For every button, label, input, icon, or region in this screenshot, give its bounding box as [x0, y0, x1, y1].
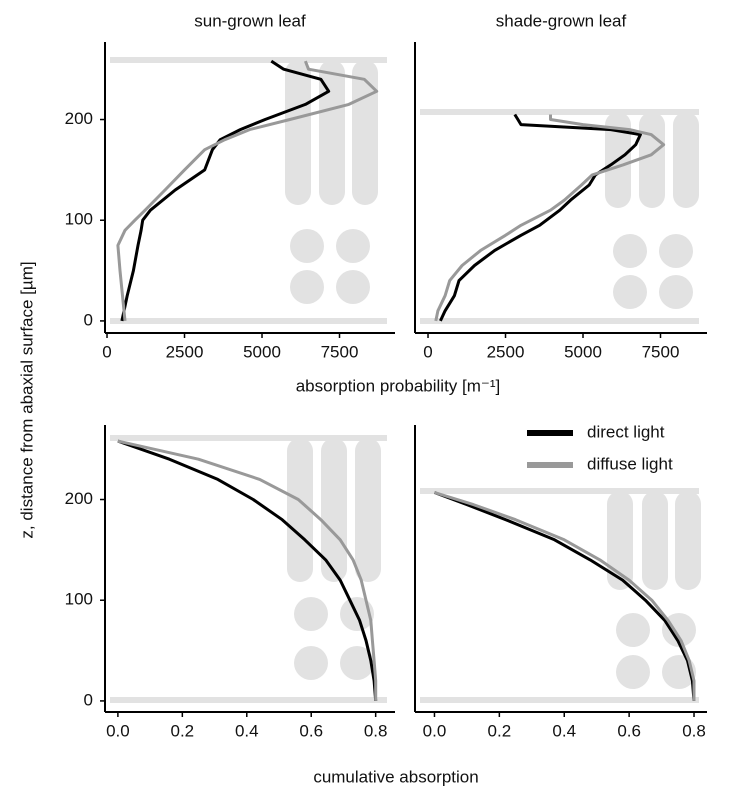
spongy-cell: [290, 229, 324, 263]
x-tick-label: 0: [423, 342, 432, 361]
spongy-cell: [336, 229, 370, 263]
x-tick-label: 0.8: [682, 721, 706, 740]
x-axis-label: cumulative absorption: [313, 767, 478, 786]
palisade-cell: [321, 438, 347, 582]
spongy-cell: [294, 646, 328, 680]
palisade-cell: [607, 491, 633, 590]
palisade-cell: [355, 438, 381, 582]
y-axis-label: z, distance from abaxial surface [µm]: [17, 261, 36, 538]
data-line: [120, 59, 331, 322]
x-tick-label: 0.2: [488, 721, 512, 740]
leaf-surface: [420, 697, 699, 703]
leaf-surface: [110, 318, 387, 324]
leaf-surface: [420, 488, 699, 494]
palisade-cell: [673, 112, 699, 208]
palisade-cell: [287, 438, 313, 582]
palisade-cell: [639, 112, 665, 208]
x-tick-label: 2500: [166, 342, 204, 361]
leaf-surface: [420, 318, 699, 324]
data-line: [434, 114, 666, 322]
legend-label: direct light: [587, 422, 665, 441]
x-tick-label: 5000: [243, 342, 281, 361]
spongy-cell: [659, 275, 693, 309]
spongy-cell: [290, 270, 324, 304]
spongy-cell: [613, 275, 647, 309]
x-tick-label: 0.8: [364, 721, 388, 740]
x-tick-label: 7500: [642, 342, 680, 361]
spongy-cell: [616, 613, 650, 647]
y-tick-label: 0: [84, 310, 93, 329]
x-tick-label: 0.6: [617, 721, 641, 740]
data-line: [434, 491, 696, 701]
data-line: [117, 439, 378, 702]
legend-label: diffuse light: [587, 454, 673, 473]
leaf-surface: [110, 697, 387, 703]
x-tick-label: 7500: [321, 342, 359, 361]
spongy-cell: [340, 646, 374, 680]
leaf-surface: [110, 57, 387, 63]
spongy-cell: [616, 655, 650, 689]
spongy-cell: [336, 270, 370, 304]
palisade-cell: [285, 60, 311, 205]
x-tick-label: 0.0: [423, 721, 447, 740]
spongy-cell: [613, 234, 647, 268]
y-tick-label: 200: [65, 489, 93, 508]
panel-title: sun-grown leaf: [194, 11, 306, 30]
leaf-surface: [110, 435, 387, 441]
data-line: [433, 491, 696, 702]
x-tick-label: 0.2: [171, 721, 195, 740]
x-tick-label: 5000: [564, 342, 602, 361]
leaf-surface: [420, 109, 699, 115]
palisade-cell: [642, 491, 668, 590]
x-tick-label: 0.0: [106, 721, 130, 740]
palisade-cell: [352, 60, 378, 205]
data-line: [439, 113, 642, 322]
y-tick-label: 200: [65, 109, 93, 128]
palisade-cell: [319, 60, 345, 205]
x-axis-label: absorption probability [m⁻¹]: [296, 376, 501, 395]
x-tick-label: 0.4: [552, 721, 576, 740]
x-tick-label: 0: [102, 342, 111, 361]
y-tick-label: 0: [84, 690, 93, 709]
x-tick-label: 0.6: [299, 721, 323, 740]
spongy-cell: [659, 234, 693, 268]
data-line: [116, 60, 379, 322]
data-line: [117, 439, 378, 701]
y-tick-label: 100: [65, 210, 93, 229]
x-tick-label: 0.4: [235, 721, 259, 740]
spongy-cell: [294, 597, 328, 631]
y-tick-label: 100: [65, 590, 93, 609]
x-tick-label: 2500: [487, 342, 525, 361]
panel-title: shade-grown leaf: [496, 11, 627, 30]
palisade-cell: [675, 491, 701, 590]
